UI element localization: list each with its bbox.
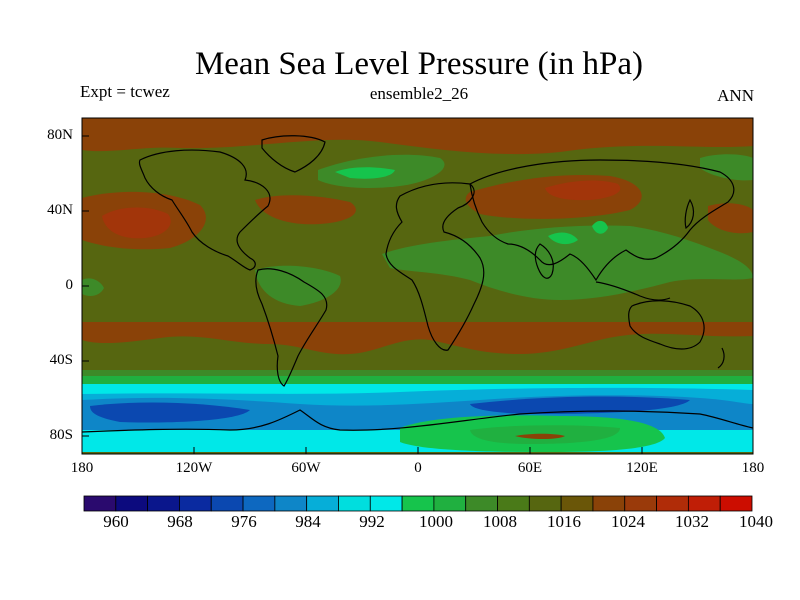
azores-high [255,195,356,225]
colorbar-box-3 [179,495,212,512]
equatorial-trough-africa [382,225,753,300]
lon-label-0: 0 [414,460,422,476]
colorbar-box-4 [210,495,244,512]
colorbar-label-992: 992 [359,512,385,531]
colorbar-box-19 [687,495,721,512]
north-pacific-high-east [708,203,753,234]
pacific-trough-west [82,278,104,296]
lon-label-180e: 180 [741,460,765,476]
colorbar-box-12 [465,495,498,512]
japan-outline [684,198,695,230]
australia-outline [628,300,705,350]
lon-label-180w: 180 [70,460,94,476]
colorbar-label-1016: 1016 [547,512,581,531]
north-pacific-high-core [102,207,171,239]
indonesia-outline [595,281,671,301]
ensemble-label: ensemble2_26 [369,84,469,103]
colorbar-box-18 [656,495,689,512]
arctic-high-region [82,118,753,155]
lon-label-60e: 60E [517,460,543,476]
colorbar-box-11 [433,495,467,512]
colorbar-box-10 [401,495,435,512]
colorbar-box-13 [497,495,530,512]
north-pacific-low [700,154,753,181]
colorbar-label-1024: 1024 [611,512,645,531]
colorbar-box-14 [528,495,562,512]
lon-label-120w: 120W [175,460,213,476]
iceland-low-core [335,167,395,179]
colorbar-label-976: 976 [231,512,257,531]
colorbar-box-20 [719,495,753,512]
colorbar-box-1 [115,495,149,512]
experiment-label: Expt = tcwez [80,82,170,101]
lat-label-80s: 80S [49,427,73,443]
colorbar-box-16 [592,495,626,512]
southern-low-core-west [90,402,250,423]
colorbar-box-9 [369,495,403,512]
greenland-outline [261,135,326,173]
map-title: Mean Sea Level Pressure (in hPa) [194,46,644,82]
colorbar-label-1040: 1040 [739,512,773,531]
siberian-high-core [545,180,621,201]
asian-monsoon-low [548,232,578,245]
colorbar-label-960: 960 [103,512,129,531]
colorbar [83,495,753,512]
lat-label-40n: 40N [47,202,73,218]
lon-label-120e: 120E [626,460,658,476]
antarctica-outline [82,409,753,433]
axis-ticks [81,135,754,454]
southern-low-core-east [470,396,690,414]
lat-label-40s: 40S [49,352,73,368]
coastlines [82,135,753,433]
north-america-outline [138,149,271,271]
tibet-low [592,220,608,234]
equatorial-trough-america [255,265,341,306]
colorbar-box-6 [274,495,308,512]
lat-label-0: 0 [65,277,74,293]
season-label: ANN [717,86,754,105]
india-outline [534,243,554,279]
asia-outline [469,159,735,282]
colorbar-label-1008: 1008 [483,512,517,531]
colorbar-box-8 [338,495,371,512]
south-america-outline [255,268,328,387]
colorbar-label-1000: 1000 [419,512,453,531]
new-zealand-outline [717,347,725,369]
colorbar-label-968: 968 [167,512,193,531]
south-pacific-high [82,322,753,355]
antarctic-high-spot [515,433,565,439]
colorbar-box-5 [242,495,276,512]
colorbar-box-17 [624,495,657,512]
europe-africa-outline [385,182,485,351]
colorbar-box-15 [560,495,594,512]
pressure-field [82,118,753,454]
colorbar-label-984: 984 [295,512,321,531]
colorbar-box-2 [147,495,180,512]
lon-label-60w: 60W [291,460,321,476]
colorbar-box-7 [306,495,339,512]
colorbar-label-1032: 1032 [675,512,709,531]
colorbar-box-0 [83,495,117,512]
lat-label-80n: 80N [47,127,73,143]
